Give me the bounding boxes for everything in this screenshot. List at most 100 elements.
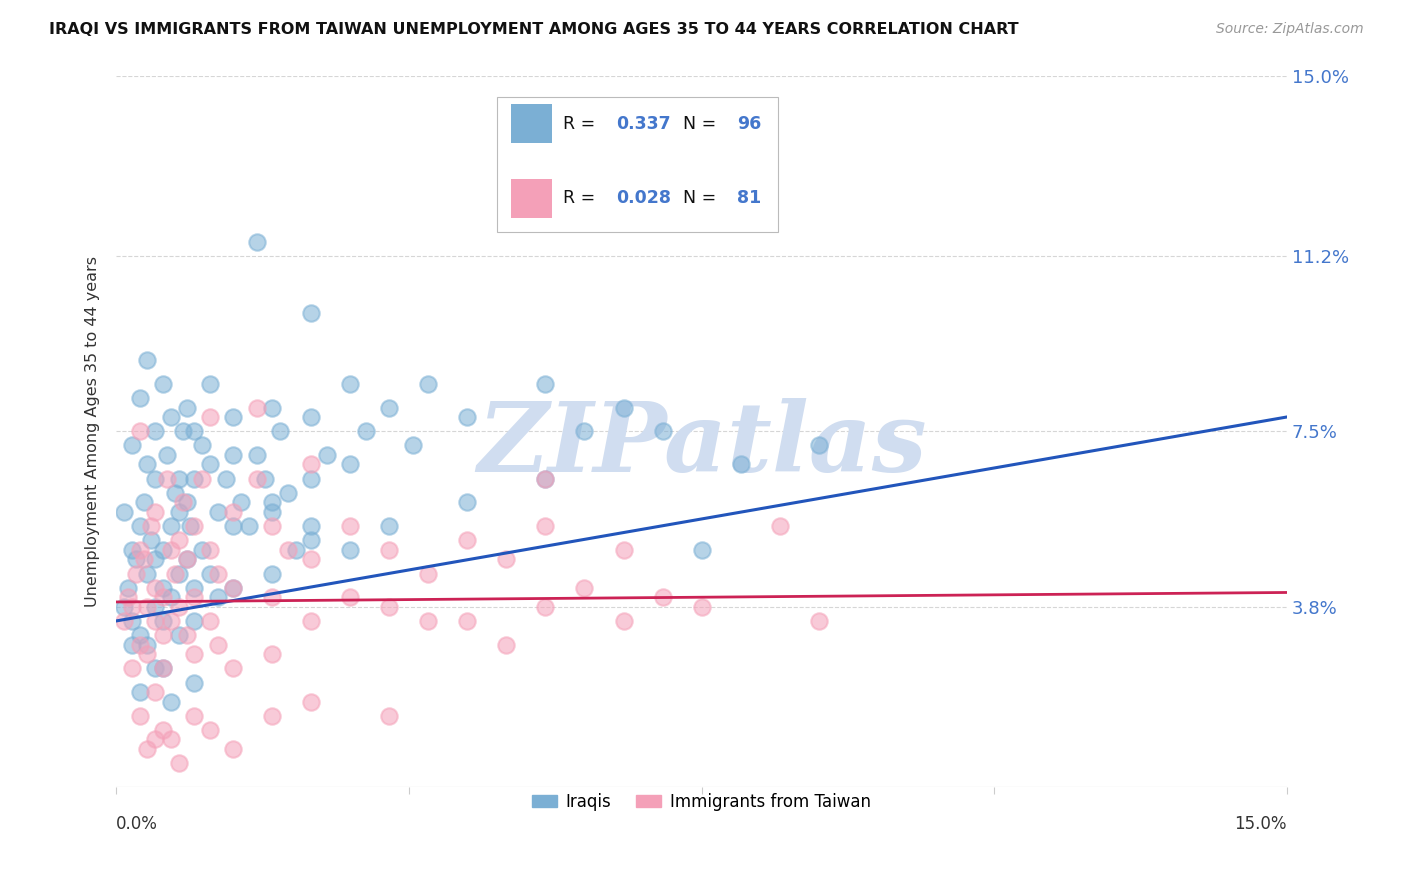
Point (262, 505, 284, 519)
Point (136, 353, 159, 368)
Point (112, 614, 135, 628)
Point (160, 542, 183, 557)
Text: 0.028: 0.028 (616, 189, 671, 207)
Point (198, 614, 221, 628)
Point (339, 591, 361, 605)
Point (167, 505, 190, 519)
Point (117, 581, 139, 595)
Point (456, 409, 478, 424)
Point (128, 708, 150, 723)
Point (183, 424, 205, 438)
Point (176, 495, 198, 509)
Point (262, 591, 284, 605)
Point (167, 533, 190, 548)
Point (152, 661, 174, 675)
Point (121, 599, 143, 614)
Point (262, 647, 284, 661)
Point (730, 458, 752, 472)
Point (768, 519, 790, 533)
Point (128, 628, 150, 642)
Point (167, 472, 190, 486)
Point (183, 472, 205, 486)
Point (121, 542, 143, 557)
Point (121, 638, 143, 652)
Point (132, 495, 155, 509)
Point (807, 614, 830, 628)
Y-axis label: Unemployment Among Ages 35 to 44 years: Unemployment Among Ages 35 to 44 years (86, 256, 100, 607)
Point (214, 472, 236, 486)
Point (339, 519, 361, 533)
Text: 96: 96 (737, 114, 761, 133)
Point (198, 376, 221, 391)
Point (143, 599, 166, 614)
Point (152, 581, 174, 595)
Point (176, 401, 198, 415)
Point (128, 638, 150, 652)
Point (246, 472, 269, 486)
Point (136, 742, 159, 756)
Point (143, 472, 166, 486)
Point (176, 552, 198, 566)
Point (198, 566, 221, 581)
Bar (510, 178, 551, 218)
Point (183, 581, 205, 595)
Bar (510, 104, 551, 143)
Text: Source: ZipAtlas.com: Source: ZipAtlas.com (1216, 22, 1364, 37)
Text: 0.0%: 0.0% (117, 815, 157, 833)
Point (418, 614, 440, 628)
Text: 81: 81 (737, 189, 761, 207)
Point (534, 519, 557, 533)
Point (198, 723, 221, 737)
Point (152, 723, 174, 737)
Point (222, 581, 245, 595)
Point (160, 732, 183, 747)
Point (128, 685, 150, 699)
Point (125, 552, 148, 566)
Point (163, 486, 186, 500)
Point (378, 599, 401, 614)
Point (207, 566, 229, 581)
Point (222, 448, 245, 462)
Point (262, 708, 284, 723)
Point (143, 581, 166, 595)
Point (143, 552, 166, 566)
Point (117, 591, 139, 605)
Point (262, 401, 284, 415)
Point (299, 472, 322, 486)
Point (339, 458, 361, 472)
Point (299, 409, 322, 424)
Point (167, 599, 190, 614)
Point (156, 448, 179, 462)
Point (136, 599, 159, 614)
Point (690, 599, 713, 614)
Point (277, 486, 299, 500)
Point (183, 708, 205, 723)
Point (246, 401, 269, 415)
Point (534, 599, 557, 614)
Point (143, 661, 166, 675)
Point (152, 661, 174, 675)
Point (160, 694, 183, 708)
Point (152, 376, 174, 391)
Point (207, 505, 229, 519)
Point (143, 424, 166, 438)
Point (172, 424, 194, 438)
Text: IRAQI VS IMMIGRANTS FROM TAIWAN UNEMPLOYMENT AMONG AGES 35 TO 44 YEARS CORRELATI: IRAQI VS IMMIGRANTS FROM TAIWAN UNEMPLOY… (49, 22, 1019, 37)
Point (418, 376, 440, 391)
Point (495, 163, 517, 178)
Point (160, 409, 183, 424)
Point (112, 599, 135, 614)
Point (152, 542, 174, 557)
Point (207, 638, 229, 652)
Point (418, 566, 440, 581)
Point (207, 591, 229, 605)
Point (456, 495, 478, 509)
Point (222, 519, 245, 533)
Point (143, 614, 166, 628)
Point (172, 495, 194, 509)
Point (534, 472, 557, 486)
Point (246, 235, 269, 249)
Point (160, 614, 183, 628)
Point (378, 401, 401, 415)
Text: R =: R = (564, 114, 602, 133)
